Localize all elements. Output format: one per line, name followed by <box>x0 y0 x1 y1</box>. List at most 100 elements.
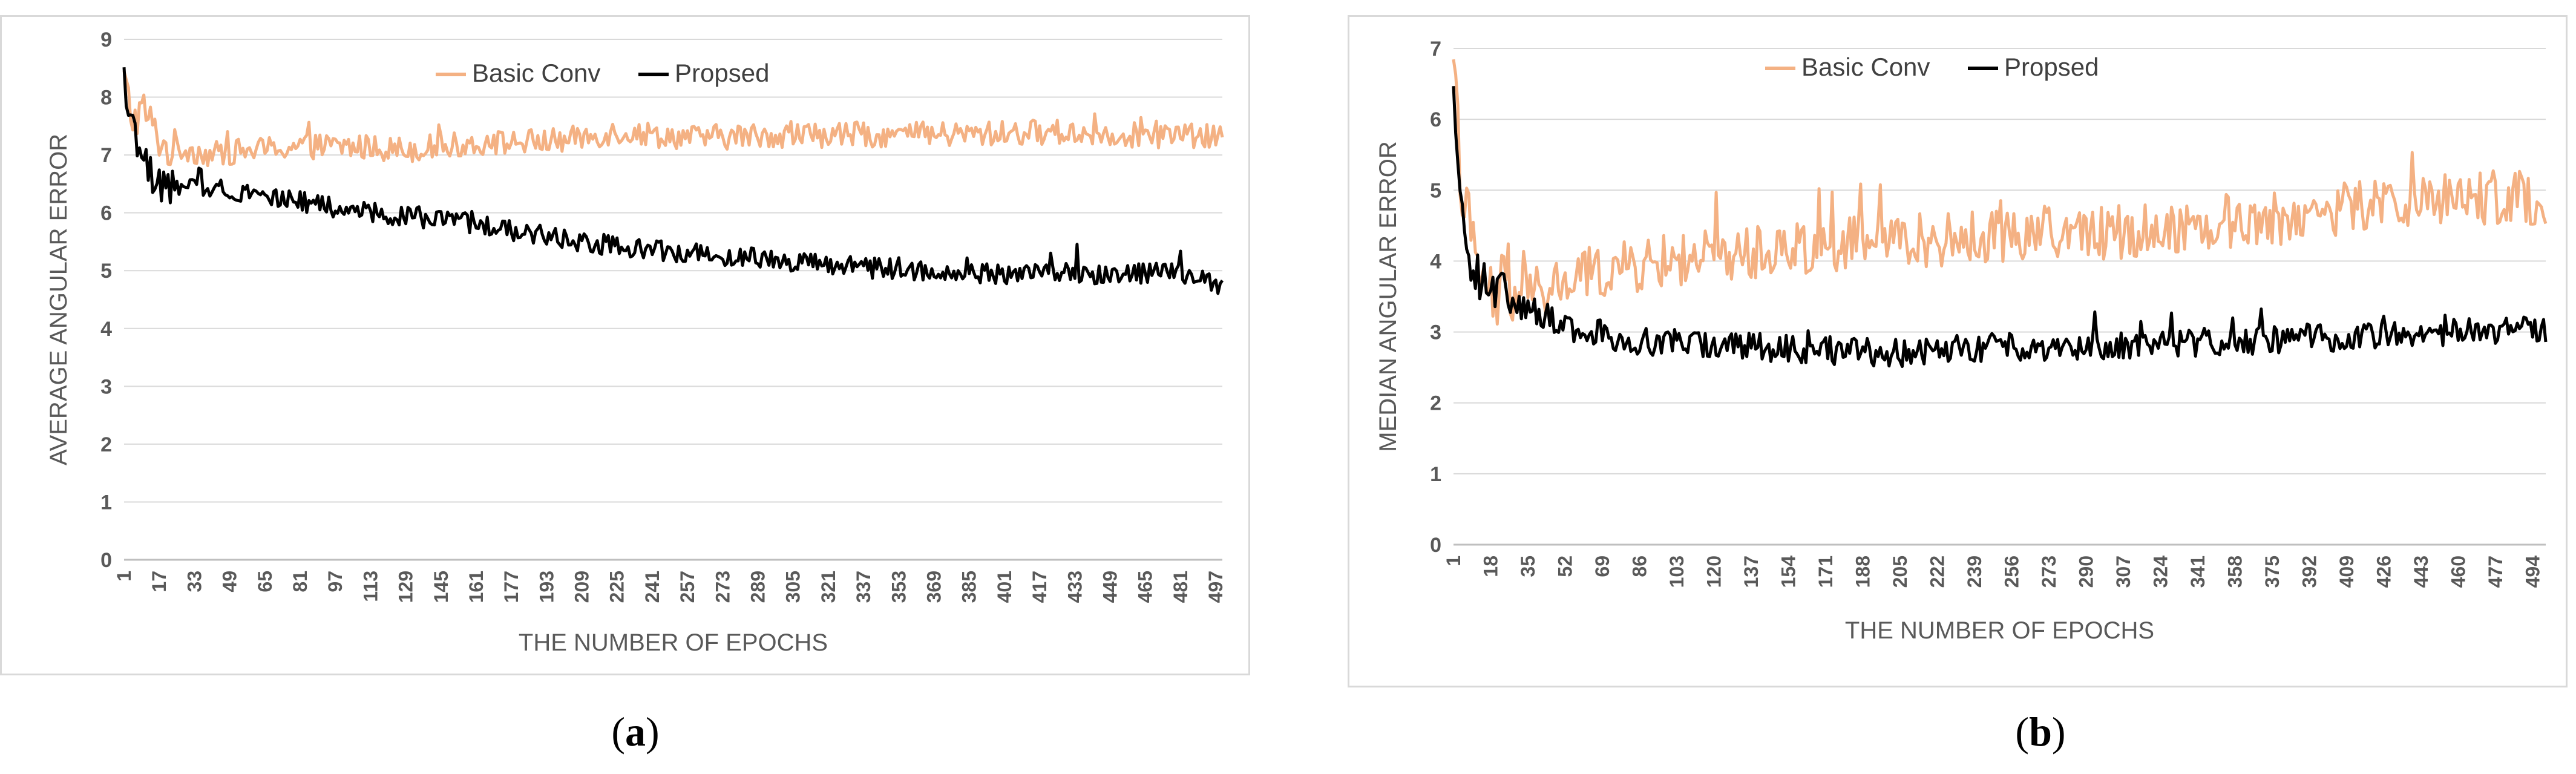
x-tick-label: 375 <box>2261 556 2283 588</box>
x-tick-label: 443 <box>2410 556 2432 588</box>
x-tick-label: 321 <box>818 571 839 603</box>
y-tick-label: 6 <box>100 202 112 225</box>
x-axis-title: THE NUMBER OF EPOCHS <box>519 629 828 656</box>
x-tick-label: 409 <box>2336 556 2358 588</box>
x-tick-label: 225 <box>606 571 628 603</box>
y-tick-label: 7 <box>1430 38 1441 61</box>
x-tick-label: 401 <box>994 571 1015 603</box>
x-tick-label: 465 <box>1135 571 1156 603</box>
x-tick-label: 257 <box>677 571 698 603</box>
y-tick-label: 4 <box>1430 250 1441 273</box>
x-tick-label: 65 <box>254 571 276 592</box>
x-tick-label: 154 <box>1777 556 1799 588</box>
x-tick-label: 222 <box>1926 556 1948 588</box>
x-tick-label: 49 <box>219 571 241 592</box>
y-tick-label: 5 <box>100 260 112 283</box>
x-tick-label: 1 <box>1443 556 1464 566</box>
y-tick-label: 1 <box>1430 463 1441 486</box>
x-tick-label: 385 <box>959 571 980 603</box>
y-tick-label: 7 <box>100 144 112 167</box>
y-tick-label: 8 <box>100 87 112 110</box>
y-tick-label: 2 <box>1430 392 1441 415</box>
x-tick-label: 18 <box>1480 556 1501 577</box>
x-tick-label: 369 <box>923 571 945 603</box>
y-tick-label: 5 <box>1430 179 1441 202</box>
x-tick-label: 161 <box>465 571 487 603</box>
x-tick-label: 497 <box>1205 571 1227 603</box>
x-tick-label: 477 <box>2485 556 2506 588</box>
x-tick-label: 324 <box>2149 556 2171 588</box>
x-tick-label: 205 <box>1889 556 1911 588</box>
x-tick-label: 449 <box>1099 571 1121 603</box>
subfigure-label-a: (a) <box>611 709 660 755</box>
x-tick-label: 129 <box>395 571 417 603</box>
x-tick-label: 86 <box>1628 556 1650 577</box>
x-tick-label: 1 <box>113 571 135 582</box>
x-tick-label: 273 <box>2038 556 2060 588</box>
y-tick-label: 3 <box>1430 321 1441 344</box>
series-line-propsed <box>1452 86 2548 369</box>
x-tick-label: 81 <box>289 571 311 592</box>
legend-label: Propsed <box>2004 53 2099 81</box>
x-tick-label: 145 <box>430 571 452 603</box>
y-tick-label: 0 <box>1430 534 1441 557</box>
x-tick-label: 113 <box>359 571 381 602</box>
x-tick-label: 52 <box>1554 556 1576 577</box>
y-axis-title: AVERAGE ANGULAR ERROR <box>45 134 72 465</box>
y-tick-label: 3 <box>100 375 112 398</box>
x-tick-label: 392 <box>2298 556 2320 588</box>
y-tick-label: 0 <box>100 549 112 572</box>
series-line-propsed <box>122 67 1224 295</box>
x-tick-label: 460 <box>2447 556 2469 588</box>
x-tick-label: 358 <box>2224 556 2246 588</box>
x-tick-label: 426 <box>2373 556 2394 588</box>
x-tick-label: 188 <box>1852 556 1873 588</box>
x-tick-label: 256 <box>2001 556 2022 588</box>
x-tick-label: 69 <box>1591 556 1613 577</box>
y-tick-label: 1 <box>100 491 112 514</box>
x-tick-label: 353 <box>888 571 909 603</box>
x-tick-label: 171 <box>1815 556 1837 588</box>
x-tick-label: 177 <box>500 571 522 603</box>
x-tick-label: 120 <box>1703 556 1725 588</box>
chart-panel-b: 0 1 2 3 4 5 6 7 1 18 35 52 69 86 103 120 137 154 171 188 205… <box>1305 0 2576 774</box>
chart-frame-b <box>1348 15 2568 687</box>
x-tick-label: 209 <box>571 571 593 603</box>
x-tick-label: 35 <box>1517 556 1539 577</box>
x-tick-label: 337 <box>853 571 874 603</box>
series-line-basic-conv <box>122 70 1224 168</box>
y-tick-label: 4 <box>100 318 112 341</box>
x-tick-label: 193 <box>536 571 557 603</box>
x-tick-label: 241 <box>641 571 663 603</box>
y-axis-title: MEDIAN ANGULAR ERROR <box>1375 141 1401 451</box>
series-line-basic-conv <box>1452 59 2548 326</box>
x-tick-label: 137 <box>1740 556 1762 588</box>
x-tick-label: 494 <box>2522 556 2543 588</box>
subfigure-label-b: (b) <box>2015 709 2066 755</box>
x-tick-label: 481 <box>1170 571 1191 603</box>
y-tick-label: 9 <box>100 28 112 51</box>
chart-frame-a <box>0 15 1250 675</box>
x-tick-label: 433 <box>1064 571 1086 603</box>
x-tick-label: 103 <box>1666 556 1688 588</box>
chart-panel-a: 0 1 2 3 4 5 6 7 8 9 1 17 33 49 65 81 97 113 129 145 161 177 19… <box>0 0 1271 774</box>
x-tick-label: 289 <box>747 571 769 603</box>
x-tick-label: 97 <box>324 571 346 592</box>
x-tick-label: 307 <box>2112 556 2134 588</box>
x-tick-label: 33 <box>183 571 205 592</box>
legend-label: Propsed <box>675 59 769 87</box>
x-tick-label: 273 <box>712 571 733 603</box>
y-tick-label: 2 <box>100 433 112 456</box>
x-tick-label: 290 <box>2075 556 2097 588</box>
legend-label: Basic Conv <box>472 59 600 87</box>
x-tick-label: 341 <box>2187 556 2209 588</box>
x-tick-label: 305 <box>782 571 804 603</box>
x-tick-label: 417 <box>1029 571 1050 603</box>
x-axis-title: THE NUMBER OF EPOCHS <box>1845 617 2154 644</box>
y-tick-label: 6 <box>1430 108 1441 131</box>
x-tick-label: 17 <box>148 571 170 592</box>
x-tick-label: 239 <box>1964 556 1985 588</box>
legend-label: Basic Conv <box>1801 53 1930 81</box>
